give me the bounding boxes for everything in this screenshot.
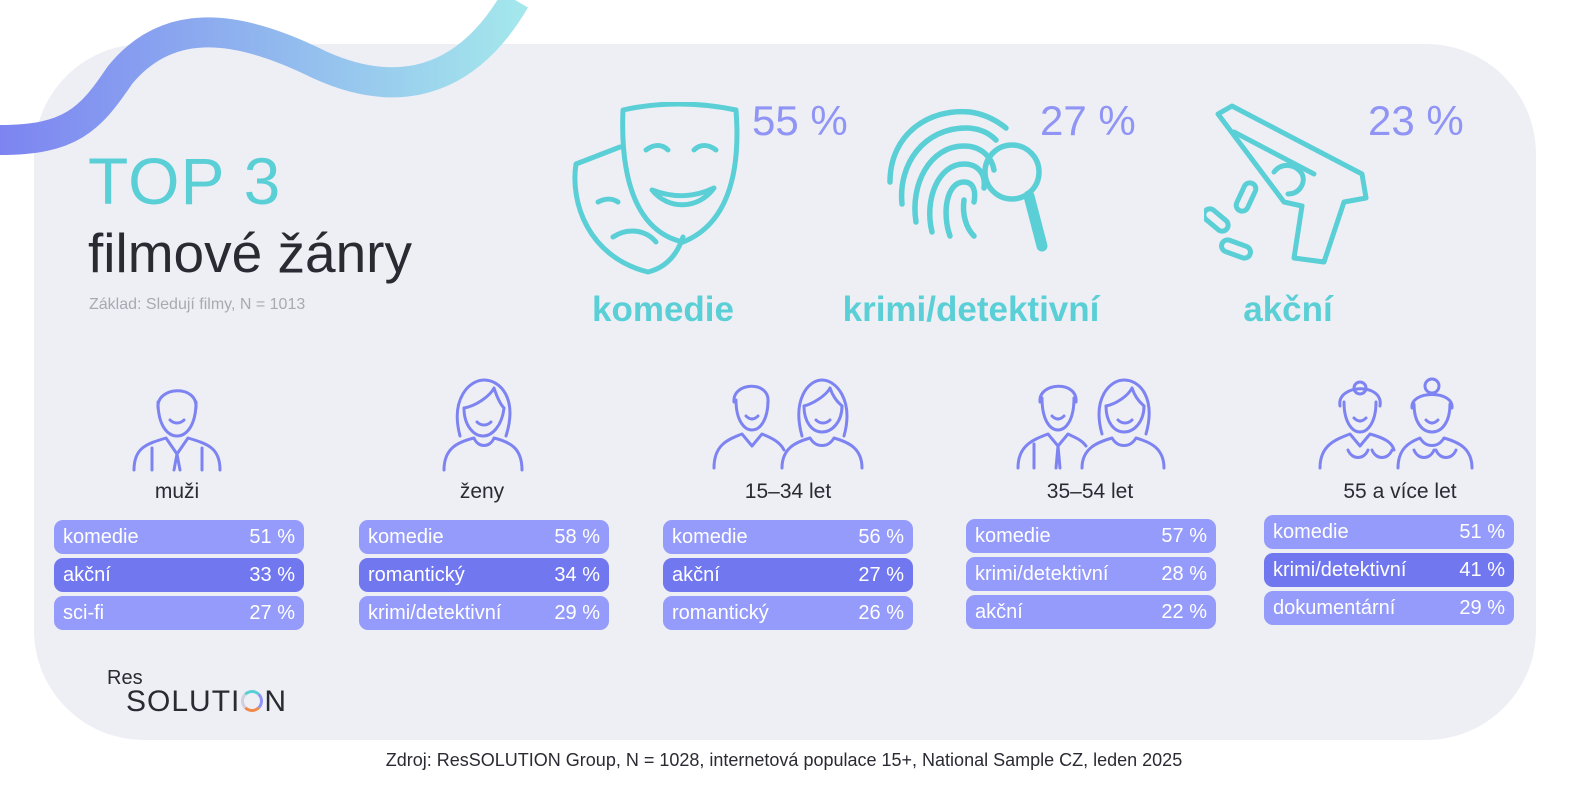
decorative-wave [0,0,528,155]
group-2-row-2: romantický 34 % [359,558,609,592]
man-icon [132,389,222,472]
group-1-row-2: akční 33 % [54,558,304,592]
group-1-row-3: sci-fi 27 % [54,596,304,630]
group-5-row-1: komedie 51 % [1264,515,1514,549]
group-3-row-3: romantický 26 % [663,596,913,630]
fingerprint-magnifier-icon [887,108,1048,252]
top-genre-3-pct: 23 % [1368,97,1464,144]
top-genre-2-label: krimi/detektivní [842,290,1100,329]
logo-ring-icon [241,690,264,712]
group-5-label: 55 a více let [1343,480,1457,503]
young-couple-icon [712,378,864,470]
logo-res: Res [107,667,143,689]
group-3-label: 15–34 let [744,480,832,503]
group-4-row-3: akční 22 % [966,595,1216,629]
source-note: Zdroj: ResSOLUTION Group, N = 1028, inte… [385,750,1183,770]
group-2-row-1: komedie 58 % [359,520,609,554]
pistol-icon [1204,103,1369,265]
theater-masks-icon [572,102,740,275]
top-genre-1-pct: 55 % [752,97,848,144]
senior-couple-icon [1318,377,1474,470]
group-5-row-3: dokumentární 29 % [1264,591,1514,625]
logo-solution: SOLUTI N [126,685,288,718]
group-4-label: 35–54 let [1046,480,1134,503]
woman-icon [442,378,524,472]
group-5-row-2: krimi/detektivní 41 % [1264,553,1514,587]
adult-couple-icon [1016,378,1166,470]
group-2-label: ženy [459,480,505,503]
top-genre-3-label: akční [1243,290,1333,329]
group-4-row-2: krimi/detektivní 28 % [966,557,1216,591]
group-3-row-2: akční 27 % [663,558,913,592]
title-main: filmové žánry [88,222,412,284]
group-1-row-1: komedie 51 % [54,520,304,554]
group-3-row-1: komedie 56 % [663,520,913,554]
group-4-row-1: komedie 57 % [966,519,1216,553]
group-2-row-3: krimi/detektivní 29 % [359,596,609,630]
title-top: TOP 3 [88,144,282,218]
top-genre-2-pct: 27 % [1040,97,1136,144]
top-genre-1-label: komedie [592,290,734,329]
group-1-label: muži [154,480,200,503]
basis-note: Základ: Sledují filmy, N = 1013 [89,296,306,313]
